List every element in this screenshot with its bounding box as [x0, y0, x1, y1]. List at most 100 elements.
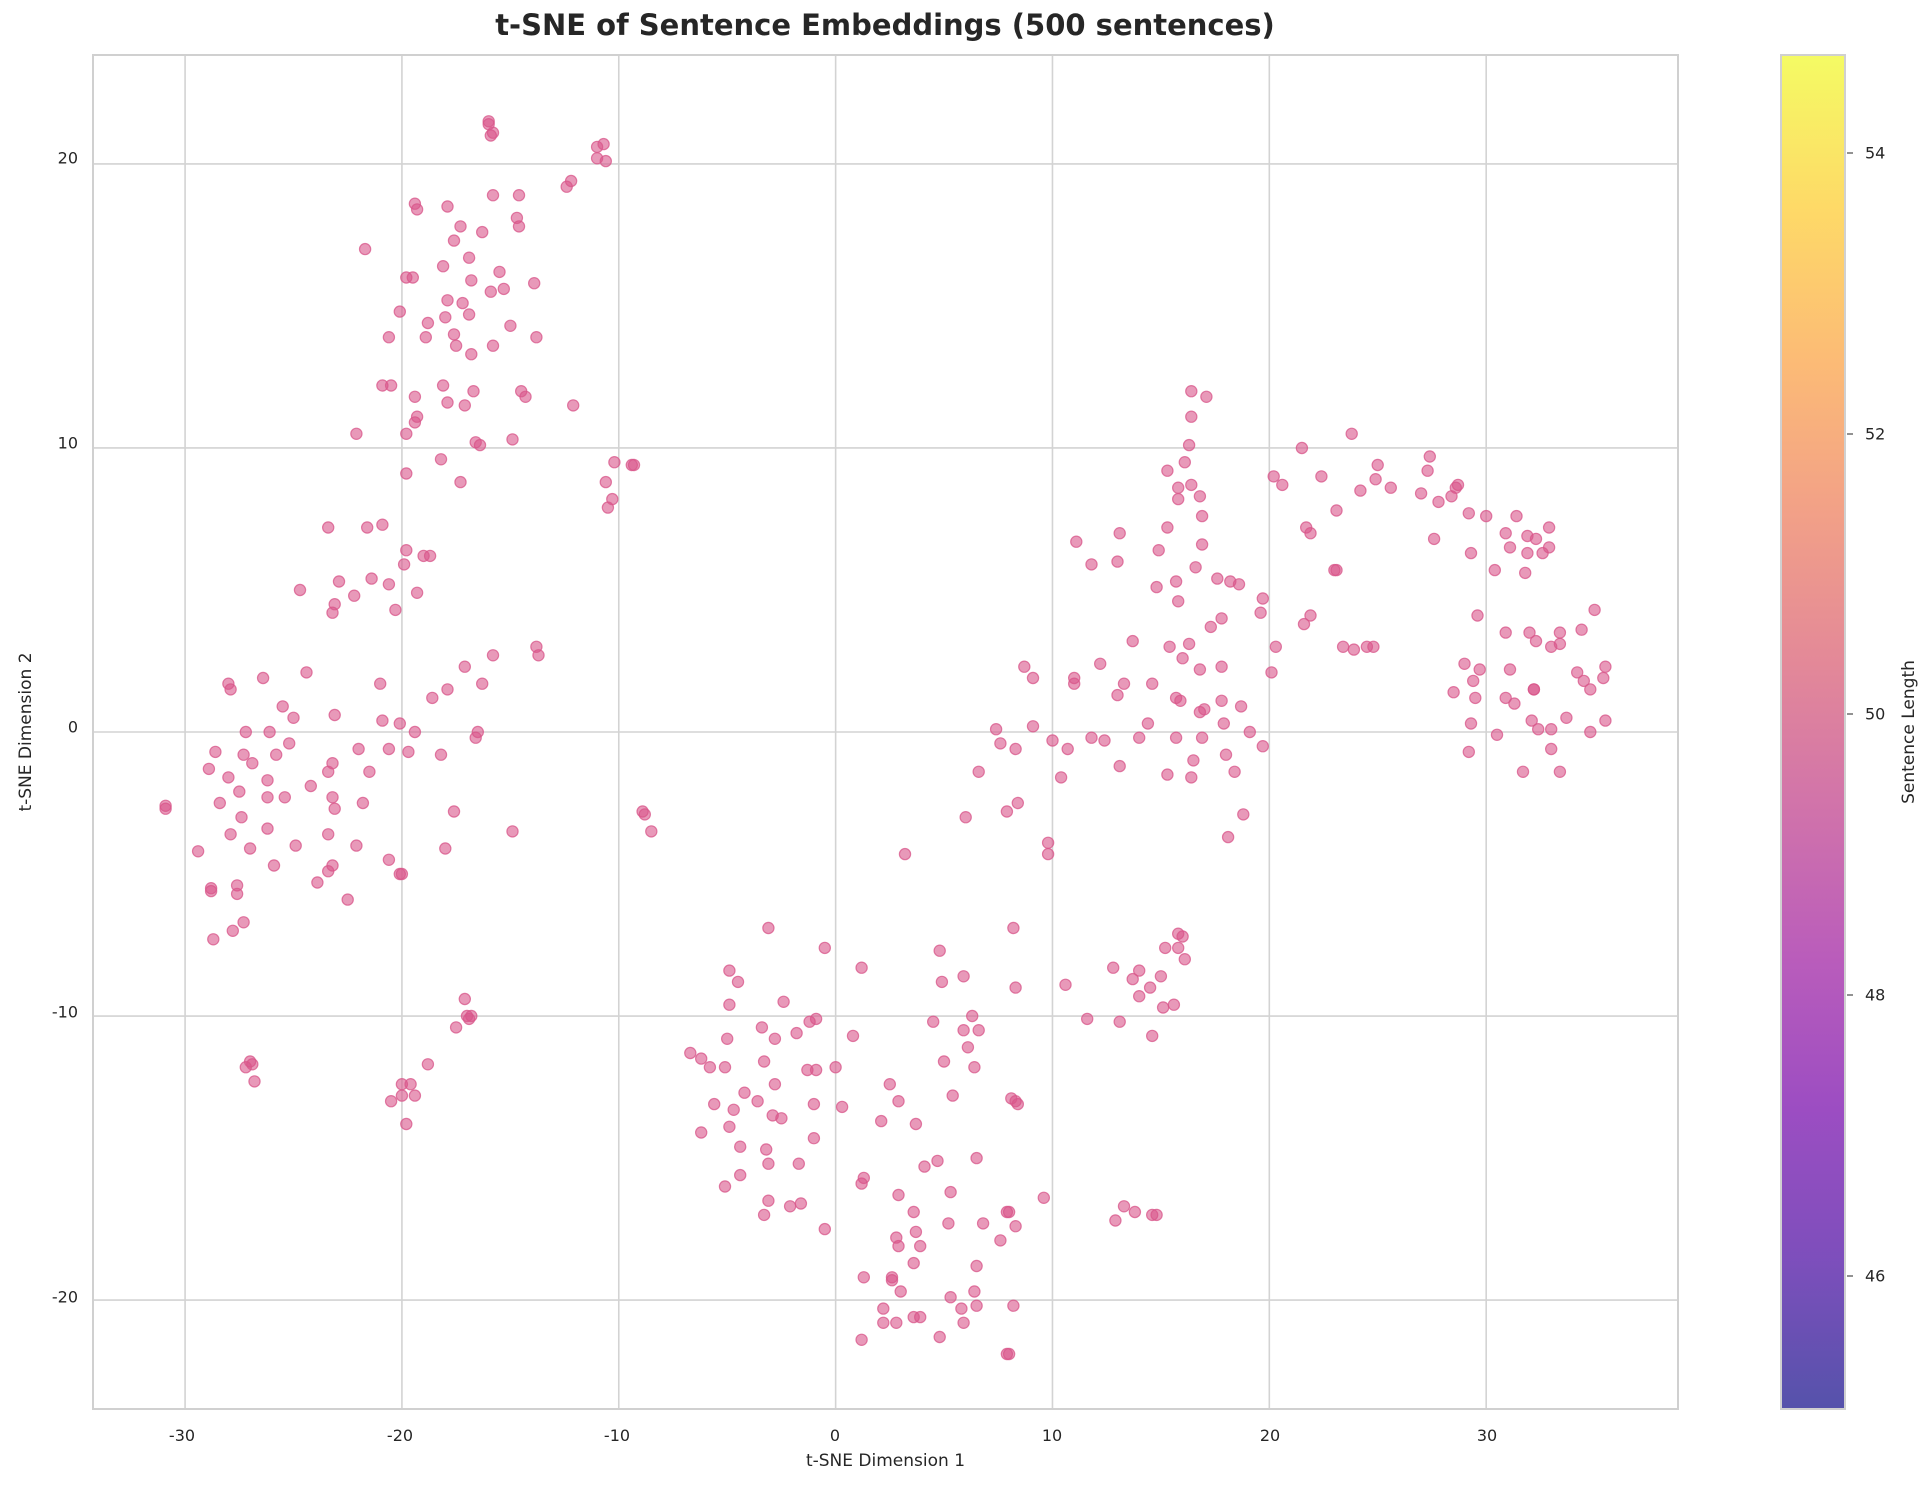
data-point [1185, 478, 1198, 492]
data-point [230, 887, 244, 901]
data-point [1150, 1208, 1163, 1222]
data-point [755, 1021, 769, 1034]
data-point [970, 1299, 983, 1312]
data-point [395, 867, 409, 881]
colorbar-tick-label: 46 [1865, 1266, 1886, 1286]
data-point [1254, 606, 1267, 619]
data-point [883, 1077, 897, 1091]
data-point [382, 331, 396, 344]
data-point [1510, 509, 1523, 523]
data-point [439, 842, 452, 855]
data-point [421, 316, 435, 330]
data-point [447, 234, 461, 247]
data-point [300, 666, 313, 679]
data-point [1085, 558, 1098, 571]
data-point [1237, 808, 1250, 821]
data-point [528, 276, 541, 290]
data-point [918, 1160, 931, 1173]
data-point [423, 549, 437, 563]
data-point [1111, 555, 1124, 568]
data-point [608, 456, 621, 469]
data-point [907, 1256, 920, 1270]
data-point [1061, 742, 1074, 756]
data-point [400, 467, 413, 480]
x-tick-label: 10 [1041, 1426, 1063, 1445]
data-point [645, 825, 658, 838]
data-point [792, 1157, 806, 1170]
data-point [1432, 495, 1445, 509]
colorbar-tick: 52 [1847, 425, 1885, 444]
data-point [1315, 470, 1328, 483]
data-point [530, 331, 543, 344]
data-point [790, 1026, 803, 1040]
data-point [400, 544, 413, 557]
data-point [1193, 490, 1207, 503]
data-point [1178, 953, 1192, 966]
data-point [734, 1168, 747, 1182]
data-point [191, 845, 205, 858]
data-point [512, 188, 526, 202]
data-point [512, 220, 526, 233]
data-point [1113, 1015, 1126, 1028]
data-point [1000, 805, 1014, 818]
data-point [321, 521, 335, 534]
data-point [762, 921, 775, 935]
data-point [1113, 527, 1126, 540]
data-point [408, 390, 422, 403]
data-point [222, 771, 235, 784]
data-point [695, 1126, 708, 1139]
data-point [1081, 1012, 1094, 1026]
colorbar-tick-label: 52 [1865, 424, 1886, 444]
x-tick-label: 30 [1476, 1426, 1498, 1445]
data-point [447, 328, 461, 341]
data-point [237, 748, 250, 761]
data-point [946, 1089, 959, 1102]
data-point [1451, 478, 1465, 492]
data-point [1007, 1299, 1020, 1312]
data-point [449, 339, 463, 352]
data-point [484, 285, 497, 298]
data-point [454, 475, 467, 489]
data-point [1185, 771, 1198, 784]
data-point [807, 1097, 821, 1111]
data-point [909, 1225, 923, 1239]
data-point [1421, 464, 1434, 477]
data-point [1527, 683, 1541, 696]
data-point [957, 1024, 970, 1037]
data-point [1384, 481, 1398, 494]
data-point [439, 311, 452, 324]
data-point [723, 964, 736, 977]
data-point [332, 575, 346, 588]
data-point [410, 586, 424, 600]
data-point [989, 723, 1003, 736]
data-point [855, 961, 868, 974]
data-point [703, 1061, 717, 1074]
data-point [1473, 663, 1486, 676]
data-point [393, 305, 406, 318]
data-point [1518, 566, 1532, 580]
data-point [350, 839, 363, 852]
data-point [1336, 640, 1350, 654]
data-point [1304, 609, 1317, 622]
data-point [486, 126, 500, 139]
data-point [599, 475, 612, 489]
colorbar-tick: 48 [1847, 986, 1885, 1005]
data-point [462, 251, 476, 264]
data-point [1267, 470, 1280, 483]
data-point [441, 396, 454, 409]
data-point [1009, 1219, 1022, 1233]
data-point [1345, 427, 1358, 440]
data-point [809, 1063, 823, 1077]
data-point [246, 757, 259, 770]
colorbar-tick-label: 50 [1865, 704, 1886, 724]
data-point [777, 995, 790, 1009]
data-point [1354, 484, 1367, 497]
data-point [1169, 575, 1183, 588]
data-point [1499, 527, 1512, 540]
data-point [321, 828, 335, 841]
data-point [970, 1151, 983, 1165]
data-point [1026, 671, 1040, 685]
data-point [1544, 723, 1558, 736]
data-point [1304, 527, 1317, 540]
data-point [1523, 626, 1536, 639]
